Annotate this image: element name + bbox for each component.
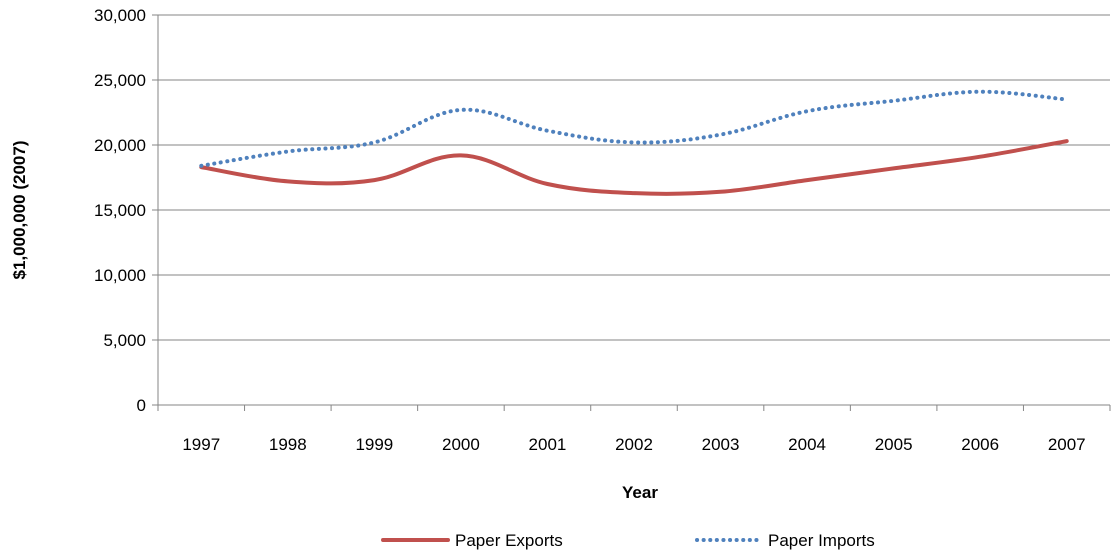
y-tick-label: 20,000 [94,136,146,155]
gridlines [158,14,1110,341]
y-axis-title: $1,000,000 (2007) [10,141,29,280]
x-tick-label: 1998 [269,435,307,454]
x-tick-labels: 1997 1998 1999 2000 2001 2002 2003 2004 2005 2006… [182,435,1085,454]
series-lines [199,89,1069,196]
axes [152,14,1111,411]
x-tick-label: 2004 [788,435,826,454]
series-line-paper-imports [199,89,1069,168]
y-tick-label: 5,000 [103,331,146,350]
y-tick-label: 15,000 [94,201,146,220]
legend: Paper Exports Paper Imports [381,531,875,550]
x-tick-label: 2002 [615,435,653,454]
x-tick-label: 2007 [1048,435,1086,454]
legend-label: Paper Exports [455,531,563,550]
x-tick-label: 1997 [182,435,220,454]
x-tick-label: 1999 [355,435,393,454]
x-tick-label: 2003 [702,435,740,454]
x-tick-label: 2006 [961,435,999,454]
x-tick-label: 2001 [529,435,567,454]
legend-label: Paper Imports [768,531,875,550]
x-tick-label: 2000 [442,435,480,454]
y-tick-label: 25,000 [94,71,146,90]
x-axis-title: Year [622,483,658,502]
x-tick-label: 2005 [875,435,913,454]
y-tick-label: 0 [137,396,146,415]
y-tick-label: 30,000 [94,6,146,25]
y-tick-labels: 0 5,000 10,000 15,000 20,000 25,000 30,000 [94,6,146,415]
y-tick-label: 10,000 [94,266,146,285]
